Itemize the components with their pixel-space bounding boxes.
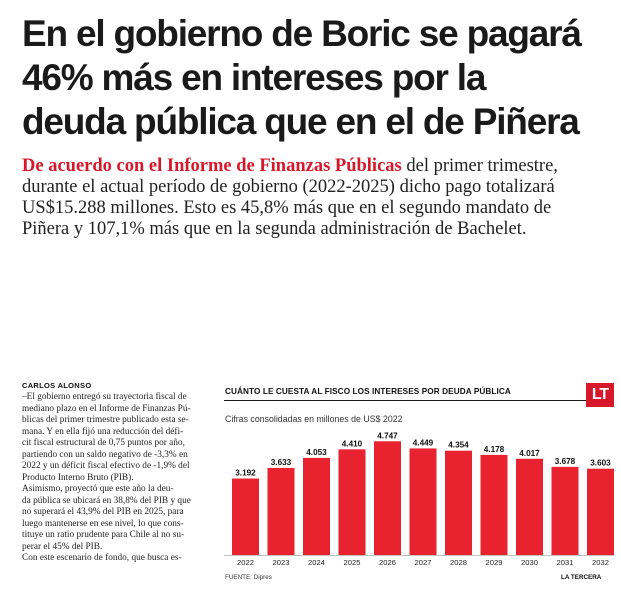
body-line: tituye un ratio prudente para Chile al n… [22, 530, 185, 540]
lead-highlight: De acuerdo con el Informe de Finanzas Pú… [22, 156, 402, 176]
bar-2031 [551, 466, 579, 555]
x-tick-2027: 2027 [415, 558, 432, 567]
bar-2032 [587, 468, 614, 555]
body-line: Producto Interno Bruto (PIB). [22, 472, 134, 483]
bar-2025 [338, 449, 366, 555]
value-label-2023: 3.633 [271, 458, 292, 467]
article-body: –El gobierno entregó su trayectoria fisc… [22, 392, 214, 565]
value-label-2024: 4.053 [306, 448, 327, 457]
x-tick-2029: 2029 [486, 558, 503, 567]
byline: CARLOS ALONSO [22, 381, 92, 390]
body-line: da pública se ubicará en 38,8% del PIB y… [22, 495, 191, 506]
bar-2028 [445, 450, 472, 555]
body-line: partiendo con un saldo negativo de -3,3%… [22, 449, 188, 460]
x-tick-2030: 2030 [521, 558, 538, 567]
value-label-2031: 3.678 [555, 457, 576, 466]
lead-paragraph: De acuerdo con el Informe de Finanzas Pú… [22, 156, 612, 240]
bar-2029 [480, 454, 508, 555]
body-line: perar el 45% del PIB. [22, 541, 103, 552]
la-tercera-logo: LT [586, 383, 614, 407]
body-line: Con este escenario de fondo, que busca e… [22, 553, 182, 563]
x-tick-2026: 2026 [379, 558, 396, 567]
lead-line-1: De acuerdo con el Informe de Finanzas Pú… [22, 156, 612, 177]
lead-line-1-rest: del primer trimestre, [401, 156, 558, 176]
value-label-2029: 4.178 [484, 445, 505, 454]
chart-credit: LA TERCERA [561, 574, 602, 581]
body-line: mediano plazo en el Informe de Finanzas … [22, 403, 191, 414]
bar-2030 [516, 458, 543, 555]
body-line: blicas del primer trimestre publicado es… [22, 415, 189, 425]
body-line: cit fiscal estructural de 0,75 puntos po… [22, 438, 185, 448]
value-label-2022: 3.192 [235, 469, 256, 478]
body-line: mana. Y en ella fijó una reducción del d… [22, 426, 184, 437]
value-label-2025: 4.410 [342, 439, 363, 448]
bar-2027 [409, 448, 437, 555]
bar-2024 [303, 457, 330, 555]
lead-line-4: Piñera y 107,1% más que en la segunda ad… [22, 219, 527, 239]
chart-subtitle: Cifras consolidadas en millones de US$ 2… [225, 414, 403, 424]
value-label-2026: 4.747 [377, 431, 398, 440]
headline-line-3: deuda pública que en el de Piñera [22, 101, 580, 142]
lead-line-2: durante el actual período de gobierno (2… [22, 177, 555, 197]
chart-source: FUENTE: Dipres [225, 574, 272, 581]
value-label-2030: 4.017 [519, 449, 540, 458]
bar-2026 [374, 441, 401, 555]
value-label-2028: 4.354 [448, 441, 469, 450]
x-tick-2031: 2031 [557, 558, 574, 567]
value-label-2032: 3.603 [590, 459, 611, 468]
lead-line-3: US$15.288 millones. Esto es 45,8% más qu… [22, 198, 552, 218]
body-line: luego mantenerse en ese nivel, lo que co… [22, 518, 184, 529]
headline: En el gobierno de Boric se pagará 46% má… [22, 12, 612, 144]
body-line: 2022 y un déficit fiscal efectivo de -1,… [22, 461, 190, 471]
x-tick-2025: 2025 [344, 558, 361, 567]
headline-line-2: 46% más en intereses por la [22, 57, 486, 98]
x-tick-2023: 2023 [273, 558, 290, 567]
x-tick-2022: 2022 [237, 558, 254, 567]
value-label-2027: 4.449 [413, 438, 434, 447]
x-tick-2028: 2028 [450, 558, 467, 567]
x-tick-2024: 2024 [308, 558, 325, 567]
x-tick-2032: 2032 [592, 558, 609, 567]
body-line: Asimismo, proyectó que este año la deu- [22, 484, 174, 494]
body-line: no superará el 43,9% del PIB en 2025, pa… [22, 507, 184, 517]
bar-2023 [267, 467, 295, 555]
body-line: –El gobierno entregó su trayectoria fisc… [22, 392, 187, 402]
chart-title-divider [224, 400, 586, 401]
headline-line-1: En el gobierno de Boric se pagará [22, 13, 582, 54]
chart-title: CUÁNTO LE CUESTA AL FISCO LOS INTERESES … [225, 387, 511, 396]
bar-2022 [232, 478, 259, 555]
